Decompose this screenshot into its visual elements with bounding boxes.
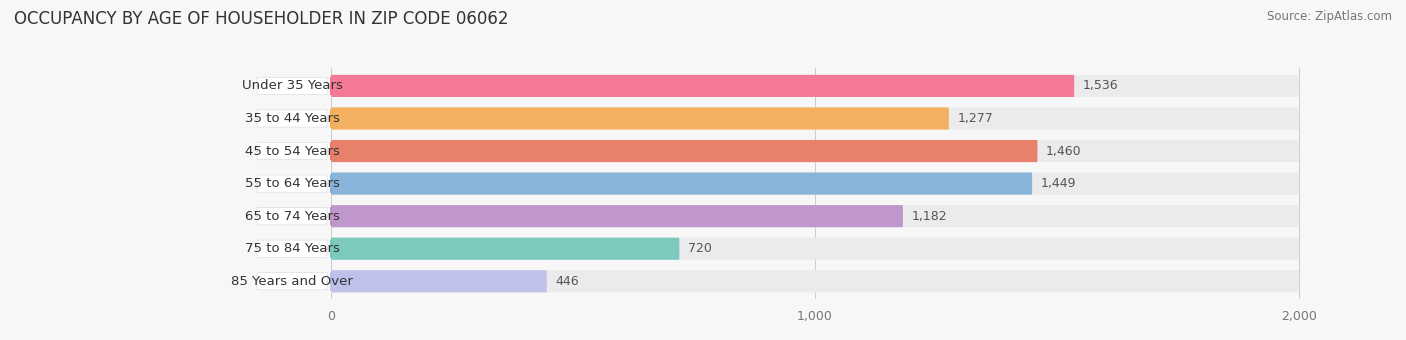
Text: 65 to 74 Years: 65 to 74 Years <box>245 210 339 223</box>
FancyBboxPatch shape <box>257 175 328 192</box>
Text: 55 to 64 Years: 55 to 64 Years <box>245 177 339 190</box>
Text: Source: ZipAtlas.com: Source: ZipAtlas.com <box>1267 10 1392 23</box>
FancyBboxPatch shape <box>330 172 1299 195</box>
Text: 45 to 54 Years: 45 to 54 Years <box>245 144 339 157</box>
FancyBboxPatch shape <box>257 142 328 160</box>
FancyBboxPatch shape <box>257 110 328 127</box>
FancyBboxPatch shape <box>330 172 1032 195</box>
FancyBboxPatch shape <box>330 140 1299 162</box>
FancyBboxPatch shape <box>330 107 949 130</box>
Text: 75 to 84 Years: 75 to 84 Years <box>245 242 339 255</box>
Text: OCCUPANCY BY AGE OF HOUSEHOLDER IN ZIP CODE 06062: OCCUPANCY BY AGE OF HOUSEHOLDER IN ZIP C… <box>14 10 509 28</box>
FancyBboxPatch shape <box>330 205 1299 227</box>
FancyBboxPatch shape <box>330 75 1074 97</box>
Text: 1,449: 1,449 <box>1040 177 1077 190</box>
Text: 720: 720 <box>688 242 711 255</box>
Text: 446: 446 <box>555 275 579 288</box>
FancyBboxPatch shape <box>330 238 1299 260</box>
FancyBboxPatch shape <box>257 77 328 95</box>
FancyBboxPatch shape <box>257 207 328 225</box>
Text: 35 to 44 Years: 35 to 44 Years <box>245 112 339 125</box>
Text: 85 Years and Over: 85 Years and Over <box>231 275 353 288</box>
Text: 1,277: 1,277 <box>957 112 994 125</box>
FancyBboxPatch shape <box>330 270 547 292</box>
FancyBboxPatch shape <box>330 270 1299 292</box>
FancyBboxPatch shape <box>330 205 903 227</box>
FancyBboxPatch shape <box>330 140 1038 162</box>
Text: Under 35 Years: Under 35 Years <box>242 80 343 92</box>
FancyBboxPatch shape <box>330 107 1299 130</box>
FancyBboxPatch shape <box>257 240 328 257</box>
Text: 1,460: 1,460 <box>1046 144 1081 157</box>
FancyBboxPatch shape <box>257 273 328 290</box>
FancyBboxPatch shape <box>330 238 679 260</box>
FancyBboxPatch shape <box>330 75 1299 97</box>
Text: 1,536: 1,536 <box>1083 80 1119 92</box>
Text: 1,182: 1,182 <box>911 210 948 223</box>
